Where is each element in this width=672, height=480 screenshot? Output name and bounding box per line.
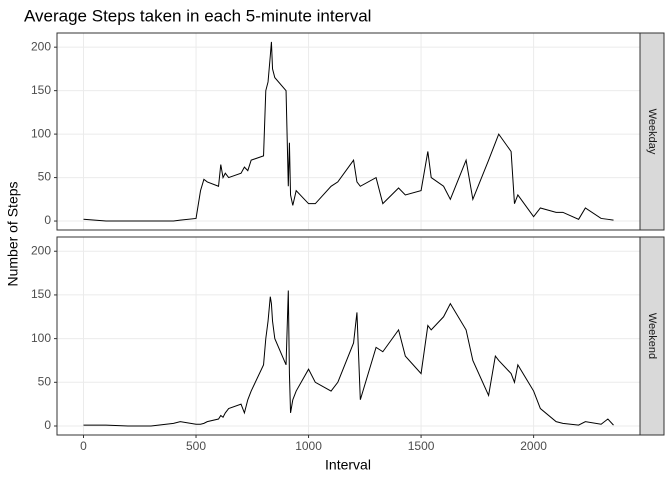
- x-tick-label: 0: [80, 439, 87, 453]
- x-axis-label: Interval: [325, 457, 371, 473]
- strip: [639, 236, 665, 436]
- y-tick-label: 100: [31, 331, 51, 345]
- x-tick-label: 1500: [408, 439, 435, 453]
- strip: [639, 32, 665, 231]
- strip-label: Weekday: [646, 109, 658, 155]
- y-tick-label: 0: [44, 213, 51, 227]
- y-tick-label: 50: [38, 170, 52, 184]
- panel-background: [57, 33, 640, 230]
- y-tick-label: 50: [38, 374, 52, 388]
- y-tick-label: 150: [31, 287, 51, 301]
- line: [83, 41, 614, 222]
- y-axis-label: Number of Steps: [5, 181, 21, 286]
- x-tick-label: 2000: [520, 439, 547, 453]
- strip-label: Weekend: [646, 313, 658, 359]
- line: [83, 290, 614, 427]
- x-tick-label: 1000: [295, 439, 322, 453]
- y-tick-label: 150: [31, 83, 51, 97]
- panel-background: [57, 237, 640, 435]
- x-tick-label: 500: [186, 439, 206, 453]
- y-tick-label: 100: [31, 126, 51, 140]
- y-tick-label: 200: [31, 39, 51, 53]
- y-tick-label: 200: [31, 243, 51, 257]
- y-tick-label: 0: [44, 418, 51, 432]
- chart-title: Average Steps taken in each 5-minute int…: [24, 6, 371, 25]
